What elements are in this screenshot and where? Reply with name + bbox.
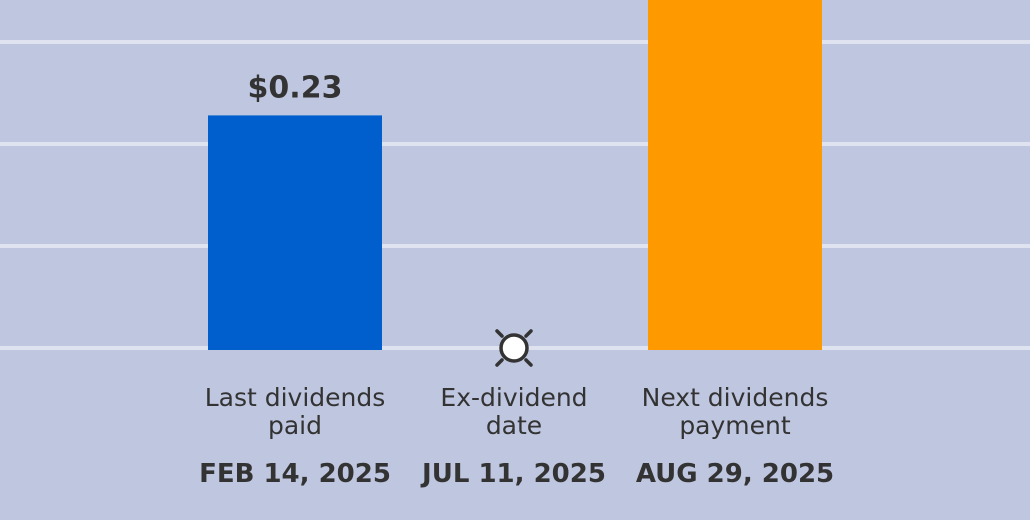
date-label-1: JUL 11, 2025 [420,459,606,489]
category-label-2-1: payment [679,411,791,440]
date-label-2: AUG 29, 2025 [636,459,834,489]
category-label-0-0: Last dividends [205,383,386,412]
category-label-1-1: date [486,411,542,440]
bars [208,0,822,351]
bar-2 [648,0,822,351]
category-label-0-1: paid [268,411,322,440]
bar-0 [208,115,382,351]
gridlines [0,40,1030,350]
calendar-marker-icon [495,329,533,367]
value-label-0: $0.23 [248,70,343,105]
date-label-0: FEB 14, 2025 [199,459,391,489]
category-label-1-0: Ex-dividend [440,383,587,412]
markers [495,329,533,367]
category-label-2-0: Next dividends [642,383,829,412]
